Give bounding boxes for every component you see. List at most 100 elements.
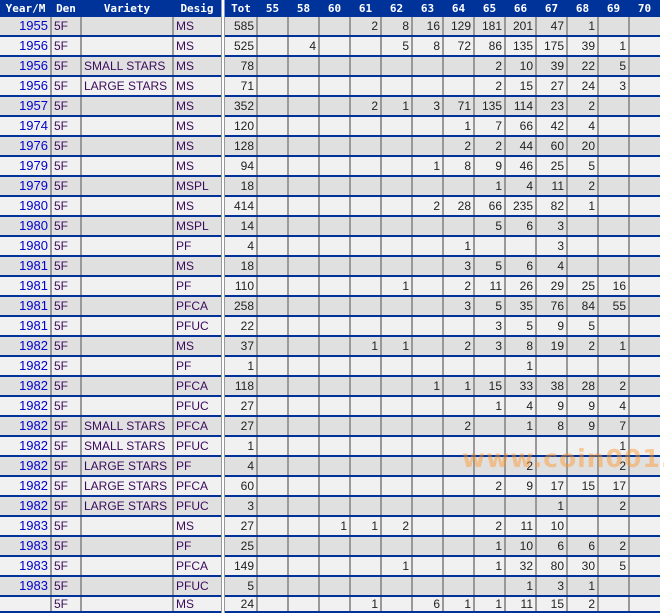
- grade-69-cell: 2: [597, 496, 629, 517]
- header-grade-68[interactable]: 68: [567, 0, 598, 17]
- grade-67-cell: 47: [535, 17, 567, 37]
- year-link[interactable]: 1982: [0, 336, 51, 357]
- year-link[interactable]: 1982: [0, 436, 51, 457]
- year-link[interactable]: 1981: [0, 276, 51, 297]
- year-link[interactable]: 1980: [0, 196, 51, 217]
- header-grade-67[interactable]: 67: [536, 0, 567, 17]
- total-cell: 37: [221, 336, 257, 357]
- year-link[interactable]: 1982: [0, 376, 51, 397]
- total-cell: 94: [221, 156, 257, 177]
- header-desig[interactable]: Desig: [173, 0, 223, 17]
- grade-66-cell: 26: [504, 276, 536, 297]
- grade-67-cell: 42: [535, 116, 567, 137]
- grade-60-cell: [318, 36, 350, 57]
- year-link[interactable]: 1982: [0, 456, 51, 477]
- grade-62-cell: [380, 76, 412, 97]
- year-link[interactable]: 1979: [0, 156, 51, 177]
- grade-69-cell: 2: [597, 536, 629, 557]
- year-link[interactable]: 1956: [0, 56, 51, 77]
- header-den[interactable]: Den: [51, 0, 81, 17]
- year-link[interactable]: 1982: [0, 396, 51, 417]
- variety-cell: LARGE STARS: [80, 496, 173, 517]
- header-tot[interactable]: Tot: [221, 0, 257, 17]
- header-grade-60[interactable]: 60: [319, 0, 350, 17]
- grade-58-cell: [287, 76, 319, 97]
- total-cell: 27: [221, 416, 257, 437]
- header-grade-58[interactable]: 58: [288, 0, 319, 17]
- header-grade-70[interactable]: 70: [629, 0, 660, 17]
- grade-66-cell: 11: [504, 516, 536, 537]
- total-cell: 258: [221, 296, 257, 317]
- grade-61-cell: [349, 236, 381, 257]
- table-row: 1980 5F MSPL 14 5 6 3: [0, 216, 660, 237]
- desig-cell: MS: [172, 76, 223, 97]
- total-cell: 352: [221, 96, 257, 117]
- grade-69-cell: 4: [597, 396, 629, 417]
- grade-63-cell: [411, 316, 443, 337]
- year-link[interactable]: 1980: [0, 216, 51, 237]
- year-link[interactable]: 1983: [0, 556, 51, 577]
- header-grade-69[interactable]: 69: [598, 0, 629, 17]
- header-grade-55[interactable]: 55: [257, 0, 288, 17]
- grade-55-cell: [256, 396, 288, 417]
- grade-62-cell: 1: [380, 96, 412, 117]
- grade-55-cell: [256, 576, 288, 597]
- year-link[interactable]: 1956: [0, 76, 51, 97]
- grade-58-cell: [287, 436, 319, 457]
- grade-67-cell: 10: [535, 516, 567, 537]
- grade-63-cell: 1: [411, 156, 443, 177]
- year-link[interactable]: 1974: [0, 116, 51, 137]
- year-link[interactable]: 1980: [0, 236, 51, 257]
- header-grade-63[interactable]: 63: [412, 0, 443, 17]
- grade-68-cell: 39: [566, 36, 598, 57]
- year-link[interactable]: 1979: [0, 176, 51, 197]
- grade-62-cell: [380, 376, 412, 397]
- year-link[interactable]: 1982: [0, 356, 51, 377]
- grade-70-cell: [628, 416, 660, 437]
- grade-70-cell: [628, 376, 660, 397]
- grade-60-cell: [318, 96, 350, 117]
- year-link[interactable]: 1976: [0, 136, 51, 157]
- grade-55-cell: [256, 216, 288, 237]
- year-link[interactable]: 1981: [0, 316, 51, 337]
- header-grade-66[interactable]: 66: [505, 0, 536, 17]
- header-grade-62[interactable]: 62: [381, 0, 412, 17]
- grade-55-cell: [256, 316, 288, 337]
- header-variety[interactable]: Variety: [81, 0, 173, 17]
- grade-63-cell: [411, 356, 443, 377]
- den-cell: 5F: [50, 596, 81, 613]
- year-link[interactable]: 1981: [0, 256, 51, 277]
- grade-67-cell: 19: [535, 336, 567, 357]
- grade-69-cell: 7: [597, 416, 629, 437]
- grade-65-cell: 1: [473, 396, 505, 417]
- grade-67-cell: 6: [535, 536, 567, 557]
- grade-58-cell: [287, 396, 319, 417]
- header-year[interactable]: Year/M: [0, 0, 51, 17]
- den-cell: 5F: [50, 456, 81, 477]
- table-row: 1955 5F MS 585 2 8 16 129 181 201 47 1: [0, 17, 660, 37]
- year-link[interactable]: 1982: [0, 476, 51, 497]
- year-link[interactable]: 1983: [0, 576, 51, 597]
- grade-66-cell: 6: [504, 256, 536, 277]
- grade-62-cell: [380, 596, 412, 613]
- year-link[interactable]: 1983: [0, 516, 51, 537]
- header-grade-65[interactable]: 65: [474, 0, 505, 17]
- variety-cell: [80, 256, 173, 277]
- year-link[interactable]: 1983: [0, 536, 51, 557]
- grade-69-cell: [597, 136, 629, 157]
- grade-65-cell: [473, 576, 505, 597]
- grade-58-cell: [287, 556, 319, 577]
- header-grade-64[interactable]: 64: [443, 0, 474, 17]
- year-link[interactable]: [0, 596, 51, 613]
- header-grade-61[interactable]: 61: [350, 0, 381, 17]
- year-link[interactable]: 1981: [0, 296, 51, 317]
- year-link[interactable]: 1982: [0, 416, 51, 437]
- grade-70-cell: [628, 316, 660, 337]
- year-link[interactable]: 1955: [0, 17, 51, 37]
- year-link[interactable]: 1957: [0, 96, 51, 117]
- year-link[interactable]: 1956: [0, 36, 51, 57]
- year-link[interactable]: 1982: [0, 496, 51, 517]
- table-row: 1956 5F LARGE STARS MS 71 2 15 27 24 3: [0, 76, 660, 97]
- variety-cell: LARGE STARS: [80, 476, 173, 497]
- grade-70-cell: [628, 296, 660, 317]
